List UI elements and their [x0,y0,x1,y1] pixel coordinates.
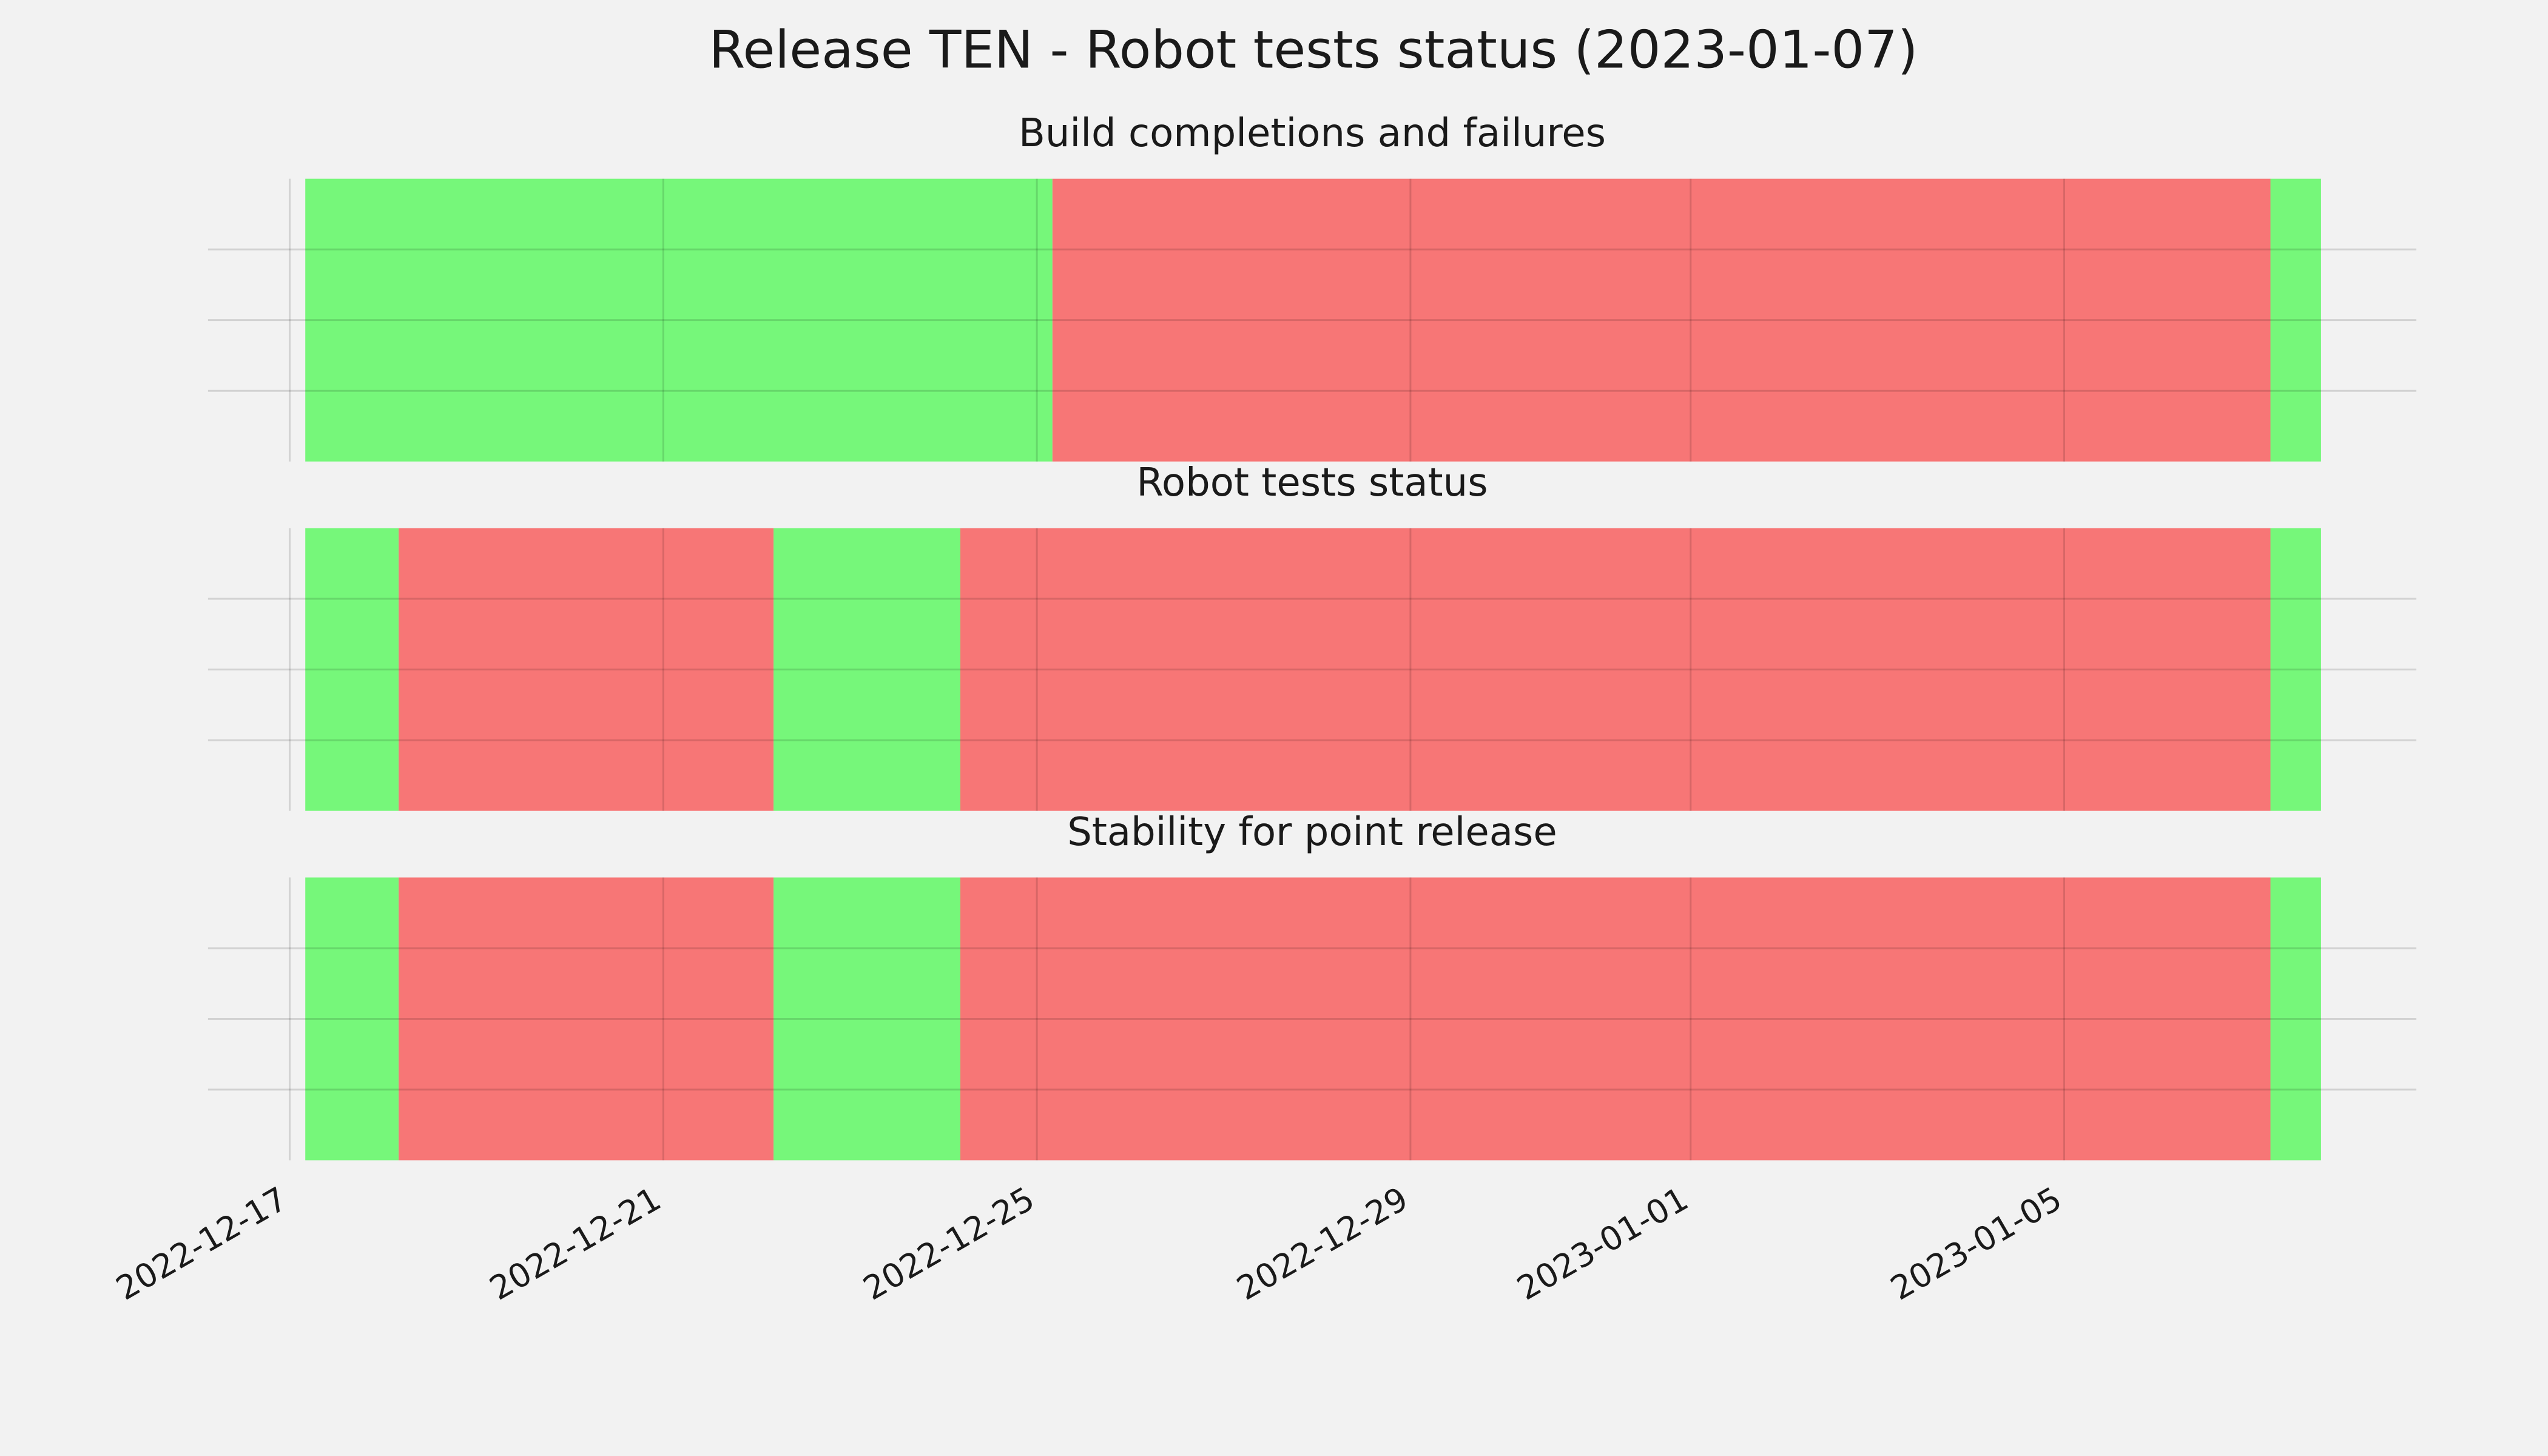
status-segment [960,528,2271,811]
status-segment [1052,178,2271,462]
status-segment [2270,178,2321,462]
status-segment [305,877,399,1161]
x-tick-label: 2022-12-25 [857,1179,1040,1307]
status-segment [2270,528,2321,811]
status-segment [774,528,960,811]
status-segment [774,877,960,1161]
status-segment [305,528,399,811]
x-tick-label: 2023-01-01 [1511,1179,1694,1307]
status-segment [2270,877,2321,1161]
x-tick-label: 2022-12-29 [1230,1179,1414,1307]
status-segment [399,877,774,1161]
panel-title: Stability for point release [1067,810,1557,855]
status-segment [305,178,1053,462]
status-segment [399,528,774,811]
panel-title: Robot tests status [1136,460,1488,505]
x-tick-label: 2022-12-17 [110,1179,294,1307]
chart-title: Release TEN - Robot tests status (2023-0… [709,19,1918,80]
status-segment [960,877,2271,1161]
panel-title: Build completions and failures [1019,111,1606,156]
x-tick-label: 2022-12-21 [484,1179,667,1307]
x-tick-label: 2023-01-05 [1884,1179,2068,1307]
